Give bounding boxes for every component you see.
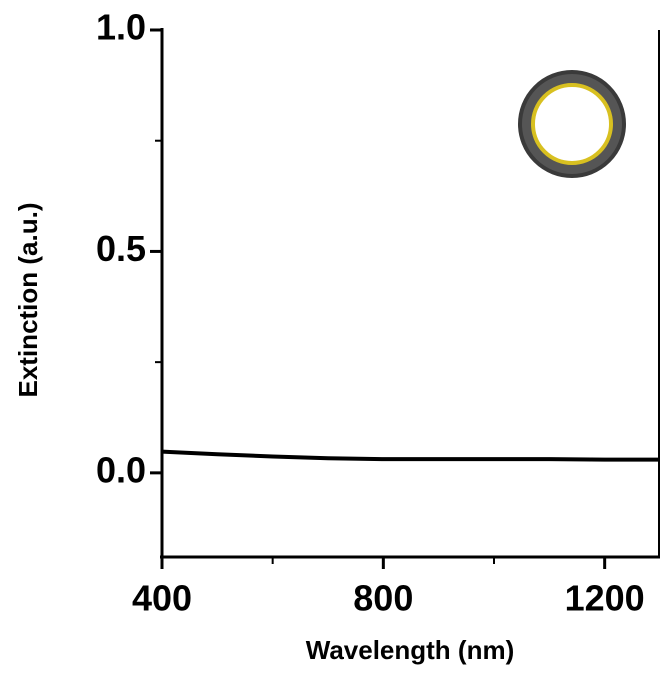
- y-tick-label: 0.0: [96, 449, 146, 490]
- x-tick-label: 400: [132, 578, 192, 619]
- y-tick-label: 0.5: [96, 228, 146, 269]
- x-tick-label: 1200: [565, 578, 645, 619]
- ring-core: [531, 83, 613, 165]
- line: [161, 449, 660, 462]
- y-axis-title: Extinction (a.u.): [13, 203, 43, 398]
- y-tick-label: 1.0: [96, 7, 146, 48]
- x-tick-label: 800: [353, 578, 413, 619]
- inset-ring: [518, 70, 626, 178]
- x-axis-title: Wavelength (nm): [306, 635, 514, 665]
